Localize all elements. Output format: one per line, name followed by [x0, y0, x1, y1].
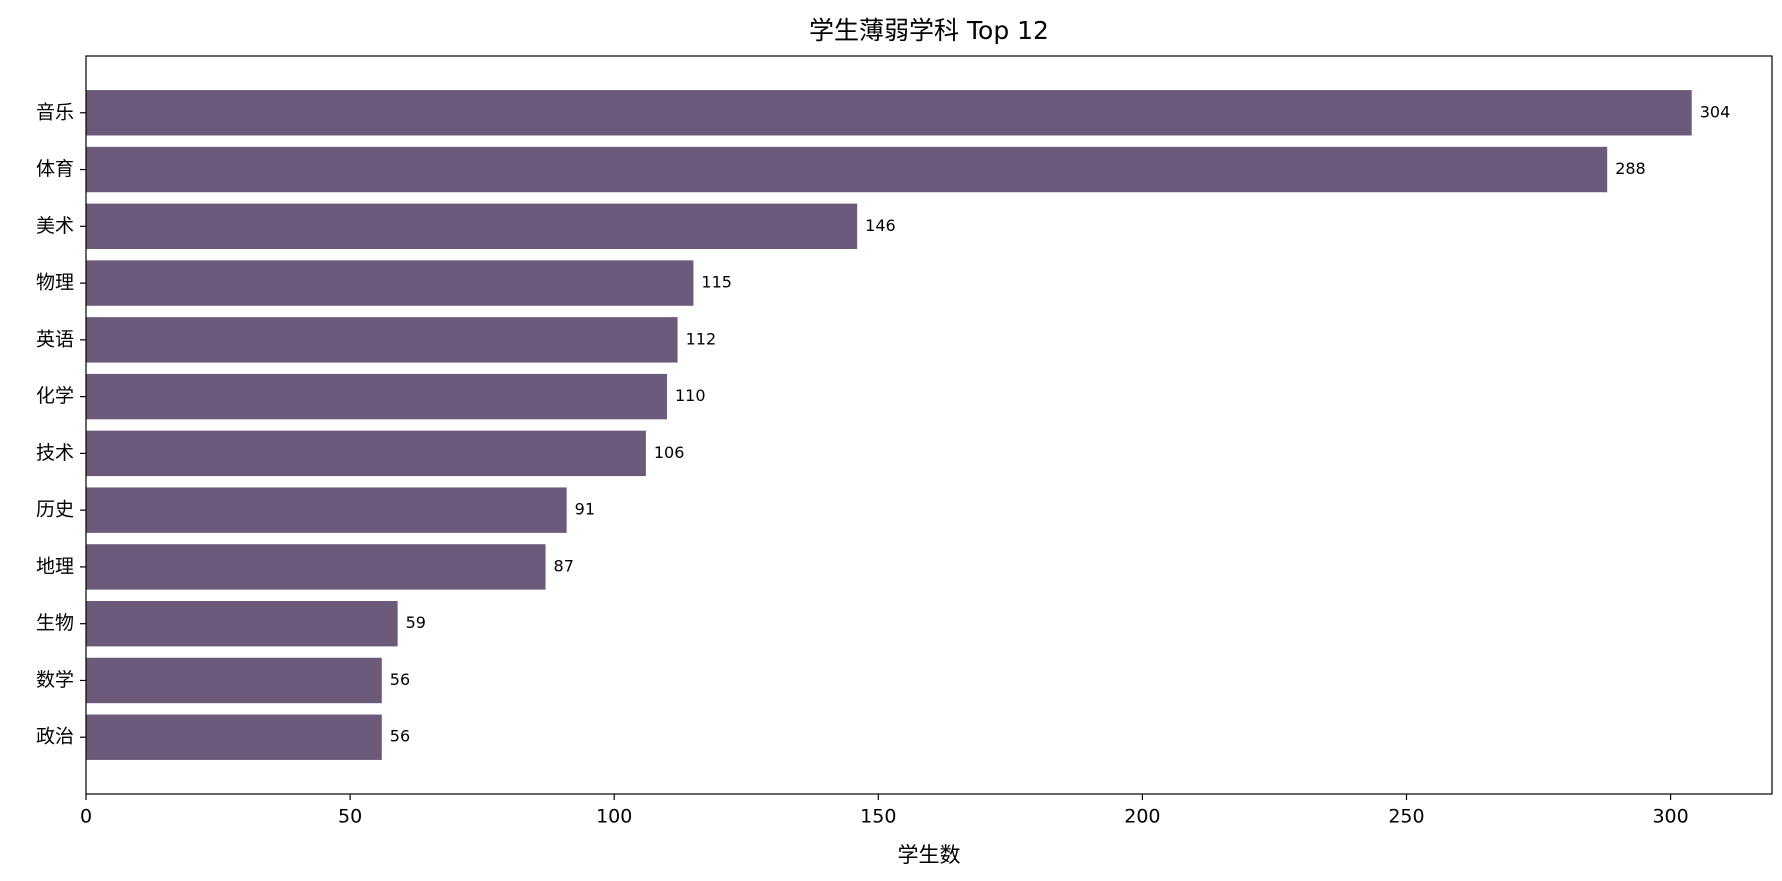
bar — [86, 373, 668, 420]
value-label: 106 — [654, 443, 685, 462]
value-label: 304 — [1700, 102, 1731, 121]
x-axis-label: 学生数 — [898, 843, 961, 867]
bar — [86, 714, 382, 760]
y-tick-label: 英语 — [36, 328, 74, 350]
x-tick-label: 0 — [80, 806, 92, 828]
chart-title: 学生薄弱学科 Top 12 — [809, 16, 1049, 45]
value-label: 112 — [686, 329, 717, 348]
value-label: 115 — [701, 273, 732, 292]
bar — [86, 657, 382, 704]
y-tick-label: 体育 — [36, 158, 74, 180]
y-tick-label: 物理 — [36, 272, 74, 294]
value-label: 288 — [1615, 159, 1646, 178]
bar — [86, 146, 1608, 193]
y-tick-label: 化学 — [36, 385, 74, 407]
y-tick-label: 地理 — [36, 555, 74, 577]
y-tick-label: 政治 — [36, 726, 74, 748]
y-tick-label: 历史 — [36, 499, 74, 521]
value-label: 56 — [390, 727, 410, 746]
bar — [86, 203, 858, 250]
value-label: 59 — [406, 613, 426, 632]
bar — [86, 90, 1692, 136]
x-tick-label: 300 — [1652, 806, 1688, 828]
bar — [86, 544, 546, 590]
bar — [86, 600, 398, 647]
value-label: 87 — [554, 556, 574, 575]
y-tick-label: 技术 — [36, 442, 74, 464]
y-tick-label: 数学 — [36, 669, 74, 691]
value-label: 56 — [390, 670, 410, 689]
y-tick-label: 美术 — [36, 215, 74, 237]
value-label: 110 — [675, 386, 706, 405]
x-tick-label: 100 — [596, 806, 632, 828]
x-tick-label: 150 — [860, 806, 896, 828]
value-label: 91 — [575, 500, 595, 519]
x-tick-label: 250 — [1388, 806, 1424, 828]
x-tick-label: 50 — [338, 806, 362, 828]
bar — [86, 260, 694, 306]
plot-frame — [85, 55, 1773, 795]
bar — [86, 487, 567, 533]
bar — [86, 430, 646, 477]
y-tick-label: 音乐 — [36, 101, 74, 123]
y-tick-label: 生物 — [36, 612, 74, 634]
bar — [86, 317, 678, 363]
value-label: 146 — [865, 216, 896, 235]
x-tick-label: 200 — [1124, 806, 1160, 828]
